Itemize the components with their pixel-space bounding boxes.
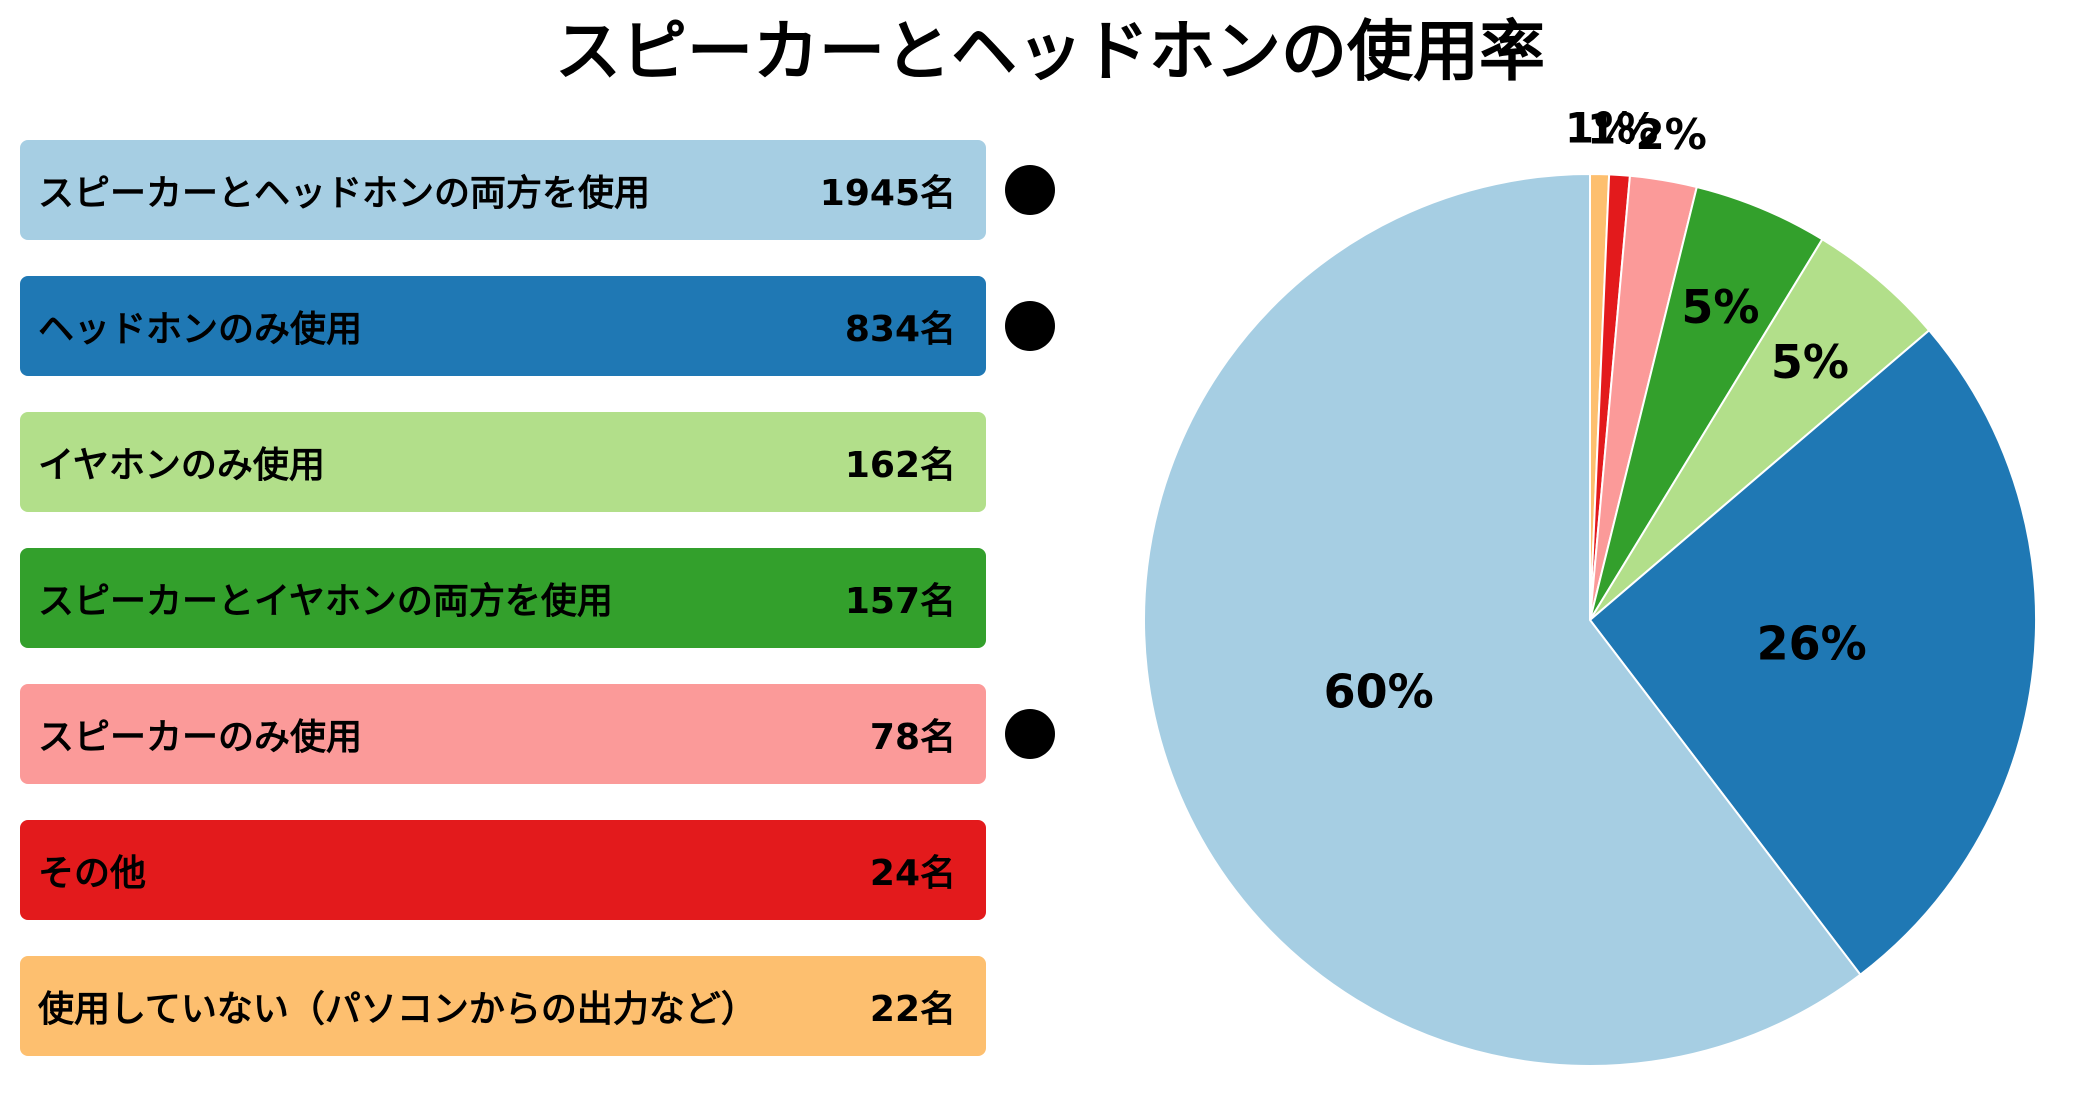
pie-slice-label: 5% (1771, 335, 1849, 389)
pie-slice (1588, 328, 2037, 977)
pie-slice (1143, 172, 1862, 1067)
legend-item-count: 162名 (844, 445, 956, 486)
legend-item: ヘッドホンのみ使用 834名 (20, 276, 986, 376)
legend-item-count: 834名 (844, 309, 956, 350)
legend: スピーカーとヘッドホンの両方を使用 1945名ヘッドホンのみ使用 834名イヤホンの… (20, 140, 1080, 1060)
legend-marker-dot (1005, 165, 1055, 215)
legend-item: イヤホンのみ使用 162名 (20, 412, 986, 512)
pie-slice-label: 5% (1681, 280, 1759, 334)
legend-item: その他 24名 (20, 820, 986, 920)
legend-item-count: 78名 (869, 717, 956, 758)
pie-slice-label: 60% (1324, 664, 1434, 718)
pie-slice (1589, 237, 1931, 621)
legend-item-count: 1945名 (819, 173, 956, 214)
legend-item: 使用していない（パソコンからの出力など） 22名 (20, 956, 986, 1056)
legend-item: スピーカーとヘッドホンの両方を使用 1945名 (20, 140, 986, 240)
legend-item-label: その他 (38, 853, 147, 894)
pie-slice-label: 1% (1587, 110, 1658, 154)
legend-item-count: 22名 (869, 989, 956, 1030)
legend-item: スピーカーとイヤホンの両方を使用 157名 (20, 548, 986, 648)
pie-slice-label: 2% (1636, 110, 1707, 159)
pie-slice-label: 26% (1757, 617, 1867, 671)
legend-item-label: スピーカーとヘッドホンの両方を使用 (38, 173, 651, 214)
legend-item-label: スピーカーのみ使用 (38, 717, 363, 758)
legend-item-count: 24名 (869, 853, 956, 894)
legend-item-label: ヘッドホンのみ使用 (38, 309, 363, 350)
legend-item: スピーカーのみ使用 78名 (20, 684, 986, 784)
legend-item-label: 使用していない（パソコンからの出力など） (38, 989, 757, 1030)
legend-item-count: 157名 (844, 581, 956, 622)
pie-chart: 1%1%2% 5%5% 26% 60% (1143, 110, 2037, 1067)
legend-item-label: イヤホンのみ使用 (38, 445, 325, 486)
legend-marker-dot (1005, 709, 1055, 759)
legend-marker-dot (1005, 301, 1055, 351)
legend-item-label: スピーカーとイヤホンの両方を使用 (38, 581, 613, 622)
pie-slice-label: 1% (1565, 110, 1636, 153)
chart-title: スピーカーとヘッドホンの使用率 (555, 13, 1545, 90)
